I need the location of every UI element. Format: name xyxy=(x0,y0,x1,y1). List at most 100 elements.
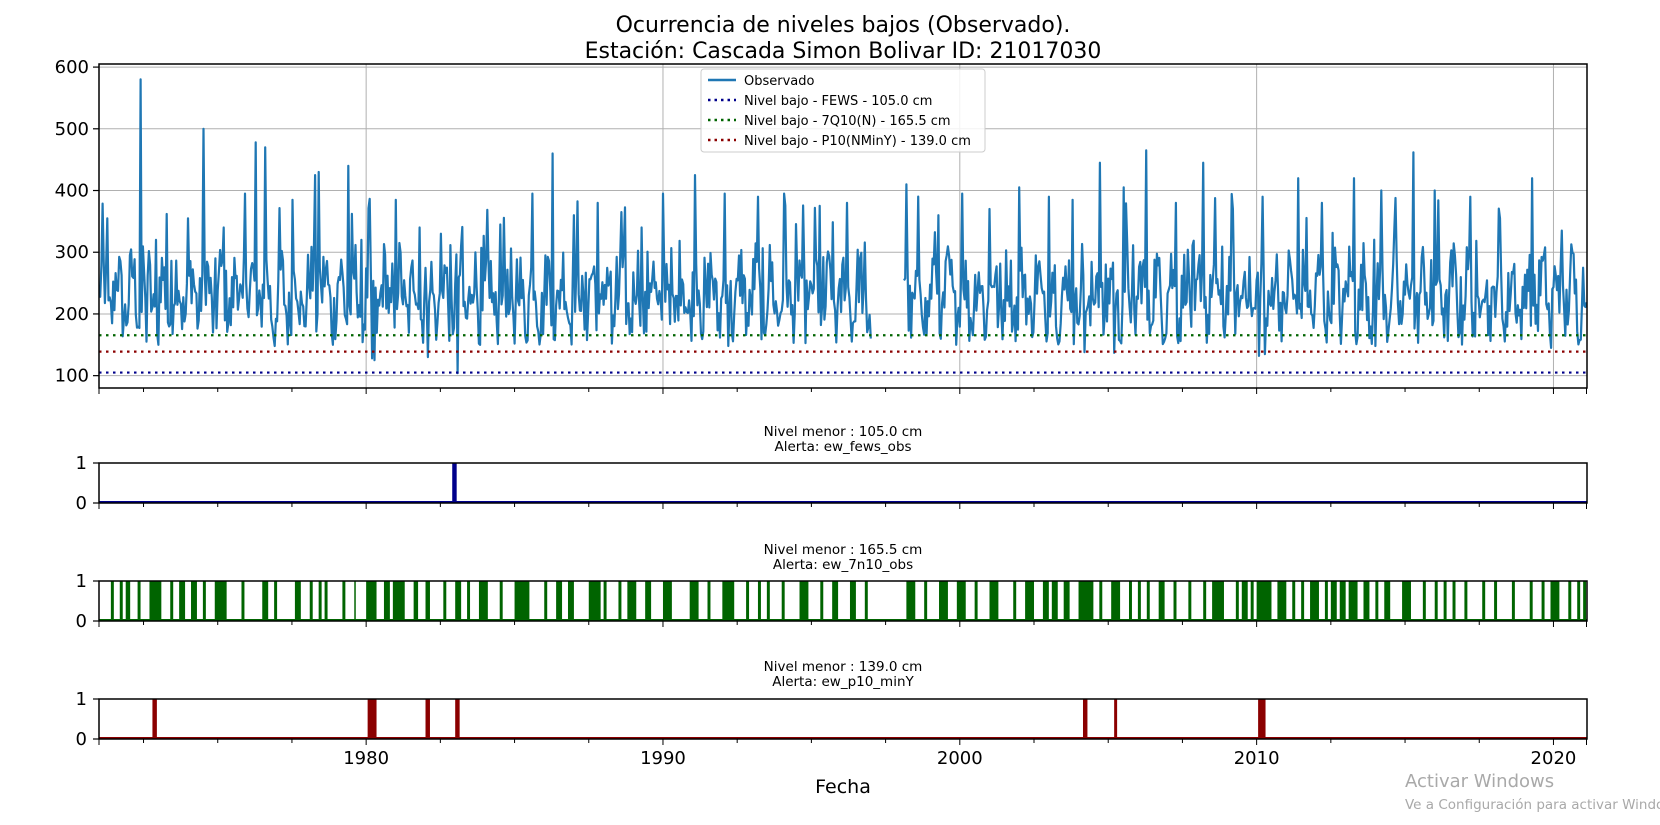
legend: Observado Nivel bajo - FEWS - 105.0 cm N… xyxy=(700,68,986,153)
alert-y-tick-label-0: 0 xyxy=(76,611,87,632)
alert-event-bar xyxy=(567,581,574,621)
alert-event-bar xyxy=(799,581,809,621)
alert-event-bar xyxy=(781,581,785,621)
alert-event-bar xyxy=(452,463,457,503)
x-tick-label-1980: 1980 xyxy=(343,748,389,769)
alert-event-bar xyxy=(1529,581,1533,621)
main-plot-frame xyxy=(98,63,1588,389)
alert-y-tick-label-0: 0 xyxy=(76,729,87,750)
legend-label-7q10: Nivel bajo - 7Q10(N) - 165.5 cm xyxy=(744,114,951,129)
alert-event-bar xyxy=(367,699,377,739)
alert-event-bar xyxy=(1188,581,1192,621)
alert-event-bar xyxy=(152,699,157,739)
alert-event-bar xyxy=(274,581,278,621)
alert-event-bar xyxy=(618,581,622,621)
alert-event-bar xyxy=(1025,581,1035,621)
y-tick-label-300: 300 xyxy=(55,242,89,263)
alert-event-bar xyxy=(241,581,245,621)
alert-event-bar xyxy=(1082,699,1088,739)
alert-event-bar xyxy=(974,581,978,621)
alert-event-bar xyxy=(294,581,301,621)
alert-p10-subtitle: Alerta: ew_p10_minY xyxy=(772,674,914,690)
alert-event-bar xyxy=(722,581,735,621)
alert-7n10-subtitle: Alerta: ew_7n10_obs xyxy=(773,557,913,573)
alert-event-bar xyxy=(849,581,856,621)
alert-event-bar xyxy=(1146,581,1150,621)
alert-y-tick-label-0: 0 xyxy=(76,493,87,514)
alert-event-bar xyxy=(1013,581,1017,621)
x-tick-label-2020: 2020 xyxy=(1531,748,1577,769)
alert-event-bar xyxy=(383,581,390,621)
alert-event-bar xyxy=(1158,581,1165,621)
x-tick-label-1990: 1990 xyxy=(640,748,686,769)
alert-event-bar xyxy=(746,581,750,621)
alert-event-bar xyxy=(1494,581,1498,621)
alert-event-bar xyxy=(1452,581,1456,621)
alert-event-bar xyxy=(309,581,313,621)
y-tick-label-400: 400 xyxy=(55,181,89,202)
alert-event-bar xyxy=(956,581,966,621)
alert-event-bar xyxy=(645,581,652,621)
alert-event-bar xyxy=(1099,581,1103,621)
legend-label-fews: Nivel bajo - FEWS - 105.0 cm xyxy=(744,94,932,109)
alert-event-bar xyxy=(906,581,916,621)
alert-event-bar xyxy=(603,581,607,621)
x-axis-label: Fecha xyxy=(815,776,871,798)
series-observado-line xyxy=(99,78,872,375)
alert-event-bar xyxy=(499,581,503,621)
alert-event-bar xyxy=(1324,581,1328,621)
alert-event-bar xyxy=(1051,581,1058,621)
x-tick-label-2010: 2010 xyxy=(1234,748,1280,769)
y-tick-label-100: 100 xyxy=(55,366,89,387)
alert-event-bar xyxy=(1511,581,1515,621)
alert-event-bar xyxy=(1550,581,1560,621)
alert-event-bar xyxy=(467,581,471,621)
y-tick-label-200: 200 xyxy=(55,304,89,325)
alert-event-bar xyxy=(1434,581,1438,621)
alert-event-bar xyxy=(588,581,601,621)
alert-7n10-events xyxy=(99,581,1587,621)
alert-event-bar xyxy=(514,581,530,621)
alert-y-tick-label-1: 1 xyxy=(76,571,87,592)
alert-fews-frame xyxy=(98,462,1588,504)
alert-event-bar xyxy=(556,581,563,621)
alert-event-bar xyxy=(342,581,346,621)
alert-event-bar xyxy=(1310,581,1319,621)
alert-event-bar xyxy=(318,581,322,621)
alert-event-bar xyxy=(820,581,824,621)
alert-event-bar xyxy=(137,581,141,621)
alert-event-bar xyxy=(324,581,328,621)
alert-event-bar xyxy=(1212,581,1224,621)
alert-event-bar xyxy=(443,581,447,621)
alert-event-bar xyxy=(455,699,460,739)
alert-event-bar xyxy=(1339,581,1346,621)
alert-event-bar xyxy=(425,581,430,621)
alert-event-bar xyxy=(1363,581,1370,621)
alert-event-bar xyxy=(1063,581,1070,621)
legend-label-observado: Observado xyxy=(744,74,815,89)
alert-event-bar xyxy=(1482,581,1486,621)
alert-event-bar xyxy=(1042,581,1049,621)
alert-y-tick-label-1: 1 xyxy=(76,689,87,710)
alert-event-bar xyxy=(832,581,839,621)
alert-event-bar xyxy=(1422,581,1426,621)
alert-event-bar xyxy=(1258,699,1266,739)
alert-event-bar xyxy=(689,581,699,621)
alert-fews-axes: 01 xyxy=(76,453,1587,514)
alert-fews-events xyxy=(99,463,1587,503)
alert-event-bar xyxy=(125,581,131,621)
alert-event-bar xyxy=(455,581,462,621)
alert-event-bar xyxy=(202,581,206,621)
alert-p10-title: Nivel menor : 139.0 cm xyxy=(764,659,923,675)
main-y-axis: 100 200 300 400 500 600 xyxy=(55,57,99,387)
alert-event-bar xyxy=(707,581,711,621)
chart-title: Ocurrencia de niveles bajos (Observado). xyxy=(616,13,1071,38)
alert-7n10-frame xyxy=(98,580,1588,622)
alert-event-bar xyxy=(1330,581,1337,621)
alert-event-bar xyxy=(1541,581,1545,621)
main-x-ticks xyxy=(98,388,1587,394)
alert-event-bar xyxy=(1250,581,1254,621)
alert-event-bar xyxy=(864,581,868,621)
main-plot-area xyxy=(99,78,1587,375)
alert-event-bar xyxy=(119,581,123,621)
